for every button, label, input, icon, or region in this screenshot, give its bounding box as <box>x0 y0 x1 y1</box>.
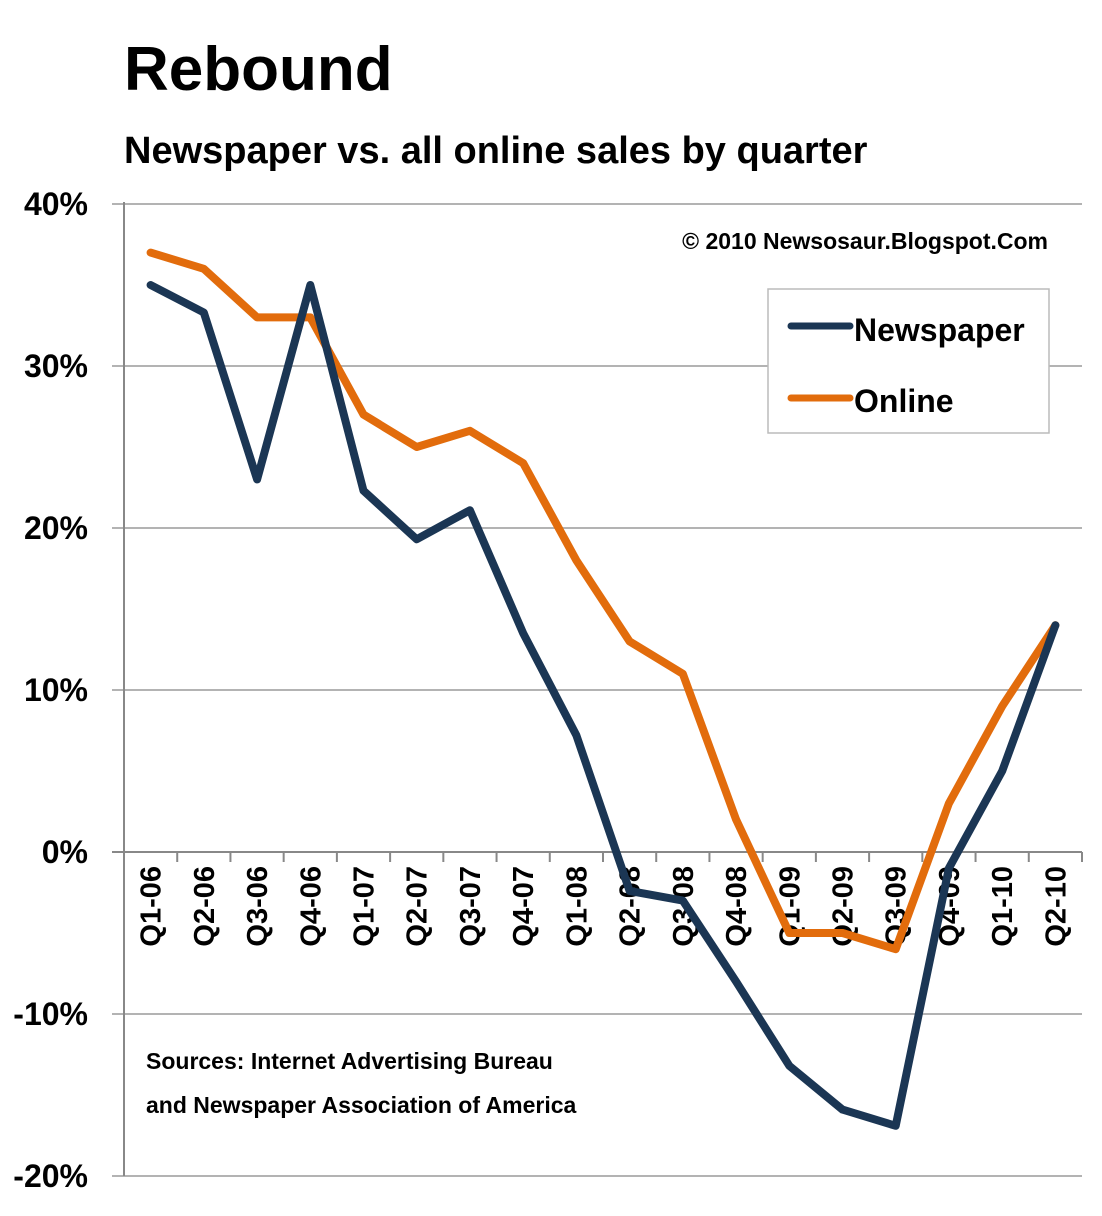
legend: Newspaper Online <box>767 288 1050 434</box>
data-point-newspaper <box>363 490 364 492</box>
data-point-newspaper <box>629 890 631 892</box>
data-point-newspaper <box>203 312 205 314</box>
data-point-newspaper <box>948 867 950 869</box>
x-axis-labels: Q1-06 Q2-06 Q3-06 Q4-06 Q1-07 Q2-07 Q3-07 Q4-07… <box>136 866 1073 947</box>
x-tick-label: Q4-06 <box>295 866 327 947</box>
y-axis-ticks: 40% 30% 20% 10% 0% -10% -20% <box>13 186 88 1194</box>
y-tick-label: 0% <box>42 834 88 870</box>
data-point-newspaper <box>469 509 471 511</box>
x-tick-label: Q2-08 <box>615 866 647 947</box>
data-point-online <box>203 268 205 270</box>
chart-subtitle: Newspaper vs. all online sales by quarte… <box>124 130 868 172</box>
data-point-online <box>948 802 950 804</box>
data-point-online <box>522 462 524 464</box>
y-tick-label: -10% <box>13 996 88 1032</box>
x-tick-label: Q2-07 <box>402 866 434 947</box>
y-tick-label: 10% <box>24 672 88 708</box>
series-line-newspaper <box>146 281 1060 1130</box>
data-point-newspaper <box>1054 624 1056 626</box>
y-tick-label: 30% <box>24 348 88 384</box>
data-point-online <box>788 932 790 934</box>
y-tick-label: 40% <box>24 186 88 222</box>
data-point-online <box>469 430 471 432</box>
chart-title: Rebound <box>124 35 393 104</box>
data-point-newspaper <box>522 632 524 634</box>
x-tick-label: Q1-06 <box>136 866 168 947</box>
legend-box <box>767 288 1050 434</box>
x-tick-label: Q4-07 <box>508 866 540 947</box>
sources-note-line-2: and Newspaper Association of America <box>146 1092 577 1118</box>
x-tick-label: Q1-08 <box>561 866 593 947</box>
data-point-online <box>842 932 843 934</box>
y-tick-label: 20% <box>24 510 88 546</box>
data-point-online <box>256 316 258 318</box>
data-point-online <box>895 948 897 950</box>
data-point-online <box>363 414 364 416</box>
data-point-newspaper <box>416 538 418 540</box>
x-axis-ticks <box>176 852 1083 862</box>
data-point-newspaper <box>842 1109 843 1111</box>
series-lines <box>146 248 1060 1130</box>
data-point-online <box>1001 705 1003 707</box>
data-point-online <box>309 316 311 318</box>
x-tick-label: Q1-10 <box>987 866 1019 947</box>
x-tick-label: Q1-07 <box>349 866 381 947</box>
data-point-newspaper <box>682 900 684 902</box>
x-tick-label: Q3-06 <box>242 866 274 947</box>
data-point-online <box>629 640 631 642</box>
data-point-newspaper <box>1001 770 1003 772</box>
x-tick-label: Q4-08 <box>721 866 753 947</box>
data-point-online <box>735 819 737 821</box>
data-point-online <box>416 446 418 448</box>
legend-label-newspaper: Newspaper <box>854 312 1025 348</box>
data-point-newspaper <box>256 478 258 480</box>
data-point-newspaper <box>788 1065 790 1067</box>
gridlines <box>112 203 1082 1177</box>
data-point-newspaper <box>575 734 577 736</box>
data-point-newspaper <box>150 284 152 286</box>
sources-note-line-1: Sources: Internet Advertising Bureau <box>146 1048 553 1074</box>
x-tick-label: Q2-06 <box>189 866 221 947</box>
data-point-online <box>575 559 577 561</box>
data-point-online <box>150 252 152 254</box>
copyright-note: © 2010 Newsosaur.Blogspot.Com <box>682 228 1048 254</box>
data-point-newspaper <box>895 1125 897 1127</box>
y-tick-label: -20% <box>13 1158 88 1194</box>
data-point-newspaper <box>309 284 311 286</box>
data-point-newspaper <box>735 981 737 983</box>
legend-label-online: Online <box>854 383 954 419</box>
x-tick-label: Q2-10 <box>1040 866 1072 947</box>
data-point-online <box>682 673 684 675</box>
x-tick-label: Q3-07 <box>455 866 487 947</box>
